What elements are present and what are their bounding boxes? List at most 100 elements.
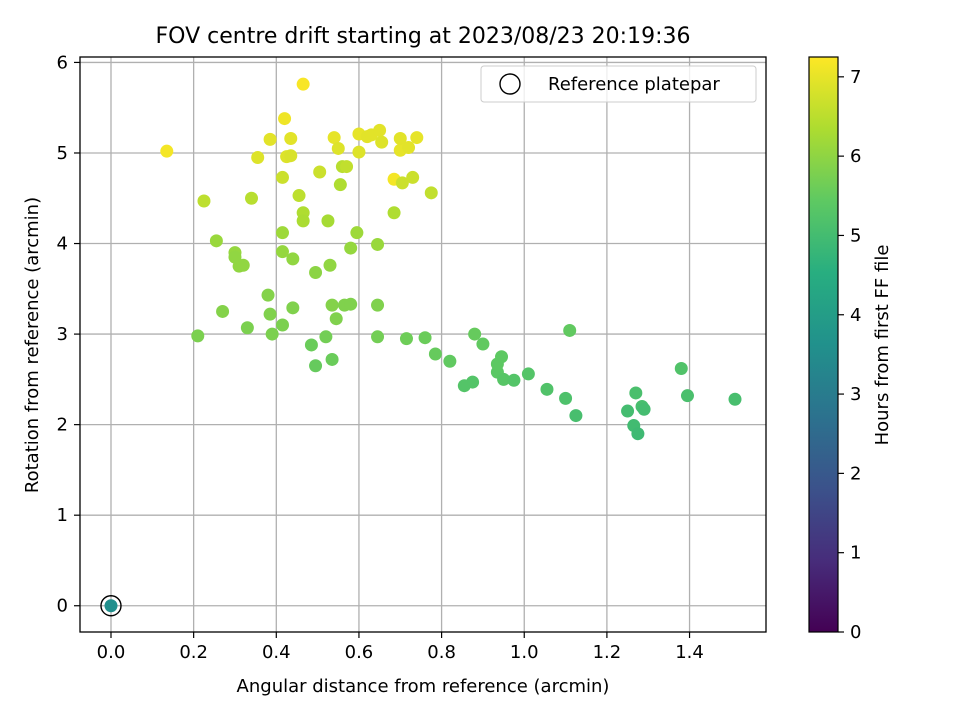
data-point — [275, 245, 289, 259]
data-point — [197, 194, 211, 208]
data-point — [286, 301, 300, 315]
colorbar-tick-label: 1 — [850, 543, 861, 564]
data-point — [406, 170, 420, 184]
data-point — [240, 321, 254, 335]
data-point — [399, 332, 413, 346]
x-tick-label: 0.6 — [345, 642, 374, 663]
data-point — [284, 149, 298, 163]
data-point — [323, 258, 337, 272]
y-tick-label: 0 — [57, 596, 68, 617]
data-point — [371, 330, 385, 344]
y-tick-label: 6 — [57, 52, 68, 73]
data-point — [275, 170, 289, 184]
x-tick-label: 1.4 — [675, 642, 704, 663]
grid — [80, 57, 766, 632]
data-point — [637, 402, 651, 416]
data-point — [468, 327, 482, 341]
data-point — [680, 389, 694, 403]
colorbar-ticks: 0 1 2 3 4 5 6 7 — [838, 67, 861, 643]
x-tick-label: 1.0 — [510, 642, 539, 663]
data-point — [476, 337, 490, 351]
data-point — [629, 386, 643, 400]
data-point — [410, 131, 424, 145]
y-tick-label: 3 — [57, 324, 68, 345]
reference-ring — [100, 595, 122, 617]
legend-box — [480, 65, 757, 103]
colorbar-tick-label: 2 — [850, 463, 861, 484]
data-point — [563, 323, 577, 337]
data-point — [371, 298, 385, 312]
data-point — [321, 214, 335, 228]
colorbar-tick-label: 3 — [850, 384, 861, 405]
data-point — [325, 298, 339, 312]
x-axis-ticks: 0.0 0.2 0.4 0.6 0.8 1.0 1.2 1.4 — [97, 632, 704, 663]
data-point — [263, 132, 277, 146]
data-point — [228, 250, 242, 264]
data-point — [344, 241, 358, 255]
data-point — [350, 226, 364, 240]
data-point — [261, 288, 275, 302]
data-point — [296, 214, 310, 228]
data-point — [497, 372, 511, 386]
data-point — [304, 338, 318, 352]
data-point — [340, 160, 354, 174]
data-point — [371, 237, 385, 251]
data-point — [296, 77, 310, 91]
data-point — [263, 307, 277, 321]
data-point — [521, 367, 535, 381]
data-point — [245, 191, 258, 205]
legend-marker-open-circle — [499, 73, 521, 95]
data-point — [333, 178, 347, 192]
y-tick-label: 1 — [57, 505, 68, 526]
legend-label: Reference platepar — [548, 74, 720, 95]
data-point — [331, 141, 345, 155]
data-point — [728, 392, 742, 406]
data-point — [265, 327, 279, 341]
data-point — [352, 145, 366, 159]
colorbar-tick-label: 5 — [850, 225, 861, 246]
data-point — [236, 258, 250, 272]
data-point — [674, 361, 688, 375]
data-point — [278, 112, 292, 126]
reference-marker — [100, 595, 122, 617]
data-point — [292, 189, 306, 203]
data-point — [209, 234, 223, 248]
data-point — [309, 266, 323, 280]
data-point — [160, 144, 174, 158]
x-tick-label: 0.8 — [427, 642, 456, 663]
data-point — [251, 151, 265, 165]
y-tick-label: 2 — [57, 415, 68, 436]
data-point — [275, 226, 289, 240]
data-point — [443, 354, 457, 368]
data-point — [621, 404, 635, 418]
chart-title: FOV centre drift starting at 2023/08/23 … — [156, 24, 691, 49]
data-point — [313, 165, 327, 179]
data-point — [559, 391, 573, 405]
x-axis-label: Angular distance from reference (arcmin) — [237, 676, 610, 697]
data-point — [329, 312, 343, 326]
data-point — [495, 350, 509, 364]
data-point — [631, 427, 645, 441]
x-tick-label: 0.4 — [262, 642, 291, 663]
data-point — [424, 186, 438, 200]
y-axis-ticks: 0 1 2 3 4 5 6 — [57, 52, 80, 617]
colorbar-tick-label: 0 — [850, 622, 861, 643]
colorbar-gradient — [808, 56, 839, 633]
colorbar-tick-label: 7 — [850, 67, 861, 88]
colorbar-tick-label: 4 — [850, 305, 861, 326]
y-axis-label: Rotation from reference (arcmin) — [22, 197, 43, 493]
x-tick-label: 0.0 — [97, 642, 126, 663]
data-point — [402, 141, 416, 155]
data-point — [507, 373, 521, 387]
data-point — [418, 331, 432, 345]
colorbar: 0 1 2 3 4 5 6 7 Hours from first FF file — [808, 56, 893, 643]
y-tick-label: 4 — [57, 234, 68, 255]
data-point — [395, 176, 409, 190]
x-tick-label: 0.2 — [179, 642, 208, 663]
data-point — [216, 304, 230, 318]
colorbar-tick-label: 6 — [850, 146, 861, 167]
colorbar-label: Hours from first FF file — [872, 245, 893, 446]
data-point — [325, 352, 339, 366]
data-point — [375, 135, 389, 149]
